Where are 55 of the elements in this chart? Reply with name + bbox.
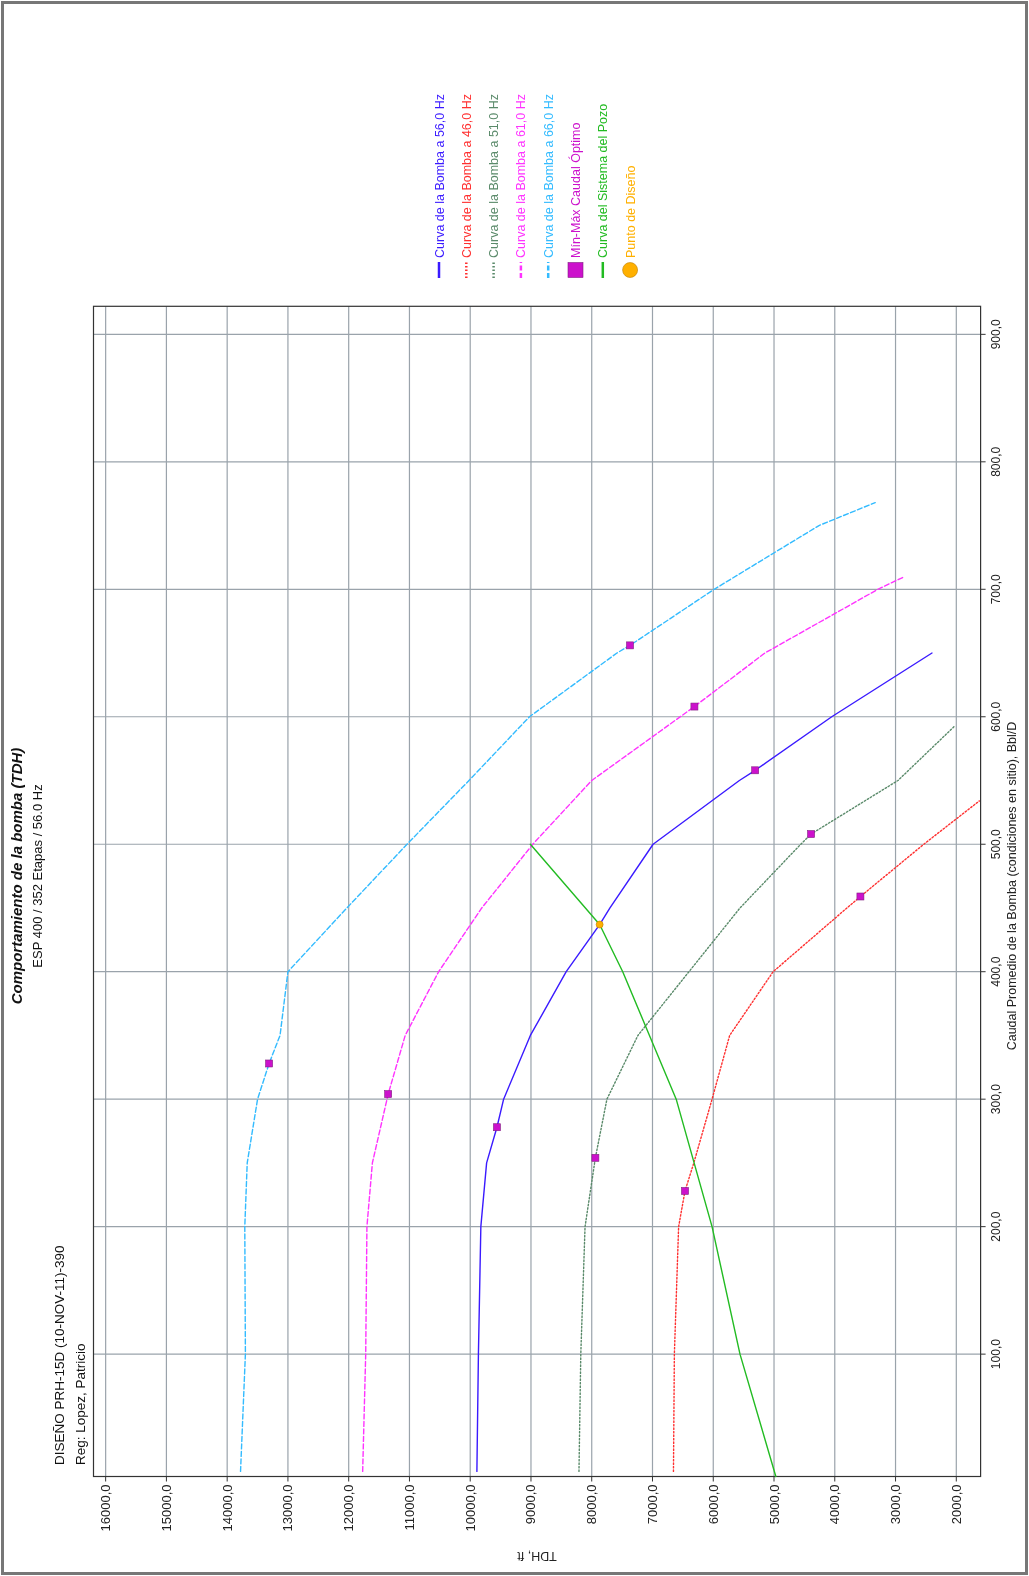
- x-tick-label: 9000,0: [523, 1484, 539, 1525]
- line-series: [529, 843, 777, 1478]
- x-tick-label: 14000,0: [219, 1484, 235, 1532]
- y-tick-label: 800,0: [988, 446, 1003, 477]
- x-tick-label: 6000,0: [705, 1484, 721, 1525]
- line-series: [672, 800, 981, 1473]
- x-tick-label: 7000,0: [644, 1484, 660, 1525]
- line-series: [578, 724, 956, 1473]
- y-tick-label: 100,0: [988, 1338, 1003, 1370]
- point: [265, 1059, 273, 1068]
- y-tick-label: 200,0: [988, 1211, 1003, 1242]
- text: Curva de la Bomba a 51,0 Hz: [487, 94, 502, 258]
- x-tick-label: 15000,0: [158, 1484, 174, 1532]
- x-tick-label: 5000,0: [766, 1484, 782, 1525]
- text: ESP 400 / 352 Etapas / 56.0 Hz: [30, 784, 45, 968]
- text: Reg: Lopez, Patricio: [73, 1343, 88, 1465]
- point: [595, 920, 604, 929]
- text: Curva de la Bomba a 66,0 Hz: [541, 94, 556, 258]
- point: [591, 1154, 600, 1162]
- x-tick-label: 16000,0: [98, 1484, 114, 1532]
- y-tick-label: 900,0: [988, 319, 1003, 350]
- point: [626, 641, 634, 650]
- point: [384, 1090, 392, 1098]
- x-tick-label: 2000,0: [948, 1484, 964, 1525]
- line-series: [239, 501, 876, 1473]
- line-series: [361, 575, 906, 1473]
- point: [751, 766, 759, 775]
- text: Curva de la Bomba a 56,0 Hz: [432, 94, 447, 258]
- text: Punto de Diseño: [623, 165, 638, 258]
- x-tick-label: 8000,0: [584, 1484, 600, 1525]
- x-axis-title: TDH, ft: [516, 1549, 557, 1563]
- y-tick-label: 400,0: [988, 956, 1003, 987]
- x-tick-label: 11000,0: [401, 1484, 417, 1531]
- point: [493, 1123, 501, 1132]
- y-tick-label: 500,0: [988, 828, 1003, 860]
- y-tick-label: 600,0: [988, 701, 1003, 732]
- point: [856, 892, 865, 901]
- point: [807, 830, 815, 838]
- x-tick-label: 3000,0: [888, 1484, 904, 1525]
- x-tick-label: 13000,0: [280, 1484, 296, 1532]
- line-series: [476, 652, 933, 1473]
- text: Comportamiento de la bomba (TDH): [8, 747, 25, 1005]
- text: Curva de la Bomba a 61,0 Hz: [514, 94, 529, 258]
- point: [690, 702, 699, 711]
- y-axis-title: Caudal Promedio de la Bomba (condiciones en sitio), Bbl/D: [1005, 721, 1019, 1051]
- text: Mín-Máx Caudal Óptimo: [568, 122, 583, 258]
- text: DISEÑO PRH-15D (10-NOV-11)-390: [52, 1245, 67, 1465]
- point: [681, 1187, 689, 1195]
- text: Curva de la Bomba a 46,0 Hz: [459, 94, 474, 258]
- x-tick-label: 12000,0: [341, 1484, 357, 1532]
- x-tick-label: 4000,0: [827, 1484, 843, 1525]
- y-tick-label: 300,0: [988, 1083, 1003, 1115]
- x-tick-label: 10000,0: [462, 1484, 478, 1532]
- text: Curva del Sistema del Pozo: [596, 103, 611, 258]
- y-tick-label: 700,0: [988, 573, 1003, 605]
